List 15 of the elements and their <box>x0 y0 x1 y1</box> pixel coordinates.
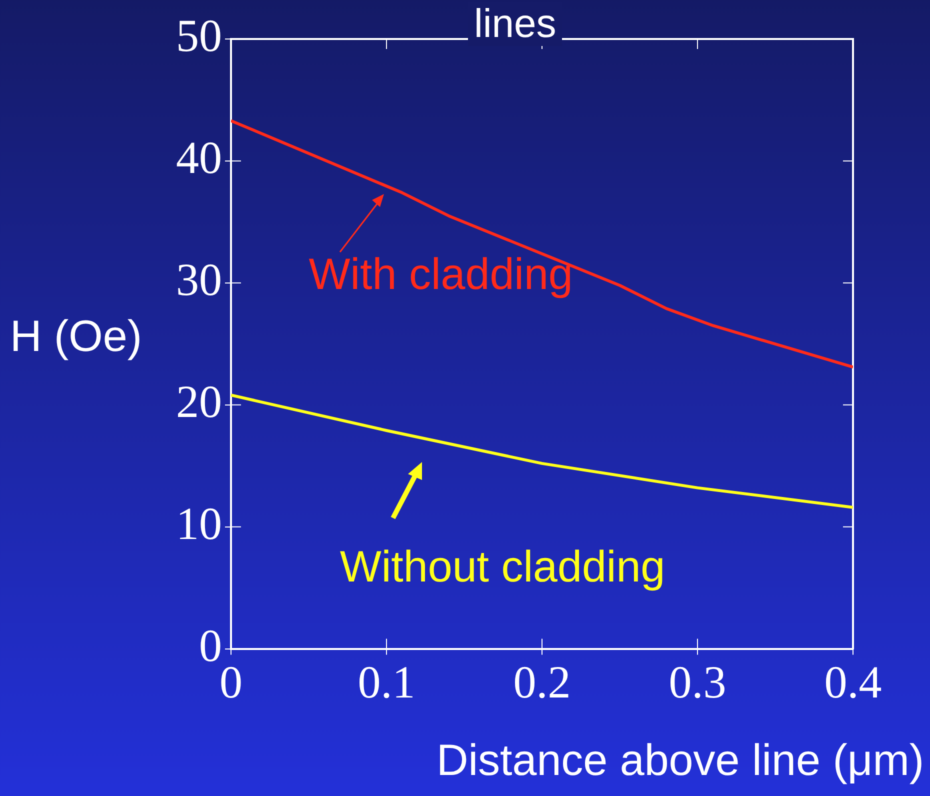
legend-label: Without cladding <box>340 542 666 592</box>
x-tick-label: 0.4 <box>824 656 882 708</box>
y-tick-label: 10 <box>176 498 222 549</box>
y-axis-title: H (Oe) <box>10 312 142 362</box>
x-tick-label: 0.1 <box>358 656 416 708</box>
y-tick-label: 0 <box>199 620 222 671</box>
x-axis-title: Distance above line (μm) <box>436 736 924 786</box>
y-tick-label: 40 <box>176 132 222 184</box>
y-tick-label: 20 <box>176 376 222 427</box>
y-tick-label: 30 <box>176 254 222 305</box>
legend-label: With cladding <box>308 250 573 299</box>
y-tick-label: 50 <box>176 10 222 62</box>
x-tick-label: 0.3 <box>668 656 726 708</box>
x-tick-label: 0.2 <box>513 656 571 708</box>
chart-title: lines <box>468 2 562 46</box>
